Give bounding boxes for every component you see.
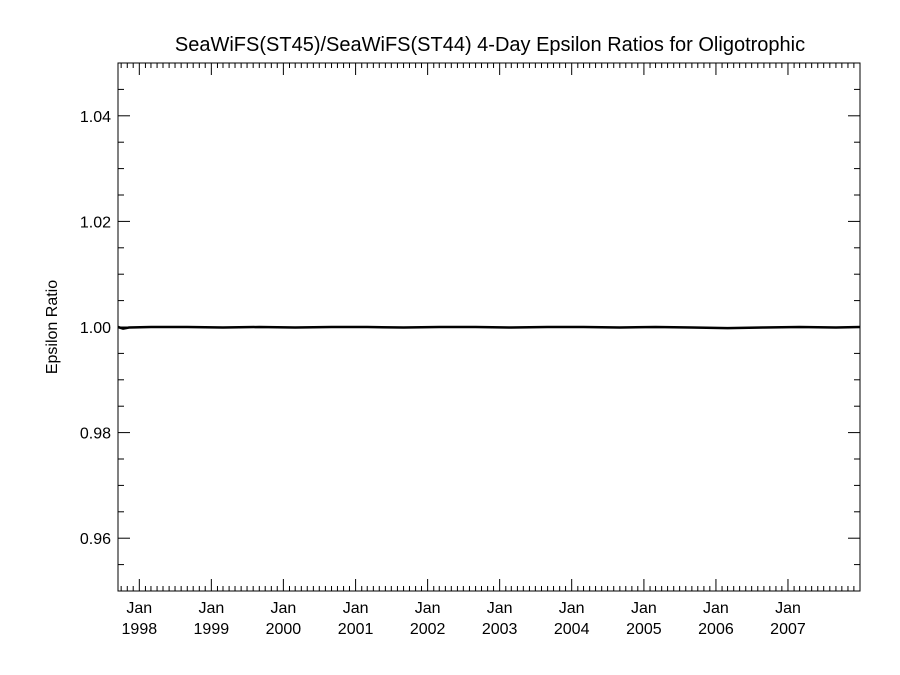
data-series	[117, 325, 861, 330]
x-tick-label-year: 2006	[698, 621, 734, 638]
plot-frame	[117, 62, 861, 592]
x-tick-label-month: Jan	[703, 600, 729, 617]
x-tick-label-year: 2000	[266, 621, 302, 638]
x-tick-label-month: Jan	[415, 600, 441, 617]
y-tick-label: 1.04	[80, 109, 111, 126]
epsilon-ratio-line	[117, 325, 861, 330]
chart-title: SeaWiFS(ST45)/SeaWiFS(ST44) 4-Day Epsilo…	[175, 34, 805, 56]
x-tick-label-month: Jan	[631, 600, 657, 617]
x-tick-label-month: Jan	[198, 600, 224, 617]
y-tick-label: 1.02	[80, 214, 111, 231]
x-tick-label-year: 2002	[410, 621, 446, 638]
x-tick-label-month: Jan	[559, 600, 585, 617]
axis-ticks	[118, 62, 860, 592]
y-axis-label: Epsilon Ratio	[44, 280, 61, 374]
x-tick-label-year: 2005	[626, 621, 662, 638]
x-tick-label-year: 1998	[122, 621, 158, 638]
y-tick-label: 0.98	[80, 426, 111, 443]
x-tick-label-year: 2001	[338, 621, 374, 638]
x-tick-label-year: 2004	[554, 621, 590, 638]
x-tick-label-month: Jan	[487, 600, 513, 617]
y-tick-label: 0.96	[80, 531, 111, 548]
x-tick-label-year: 2003	[482, 621, 518, 638]
y-tick-label: 1.00	[80, 320, 111, 337]
x-tick-label-month: Jan	[270, 600, 296, 617]
x-tick-labels: Jan 1998 Jan 1999 Jan 2000 Jan 2001 Jan 2002 Jan 20…	[122, 600, 806, 638]
x-tick-label-year: 2007	[770, 621, 806, 638]
x-tick-label-year: 1999	[194, 621, 230, 638]
x-tick-label-month: Jan	[775, 600, 801, 617]
x-tick-label-month: Jan	[343, 600, 369, 617]
y-tick-labels: 0.96 0.98 1.00 1.02 1.04	[80, 109, 111, 548]
x-tick-label-month: Jan	[126, 600, 152, 617]
